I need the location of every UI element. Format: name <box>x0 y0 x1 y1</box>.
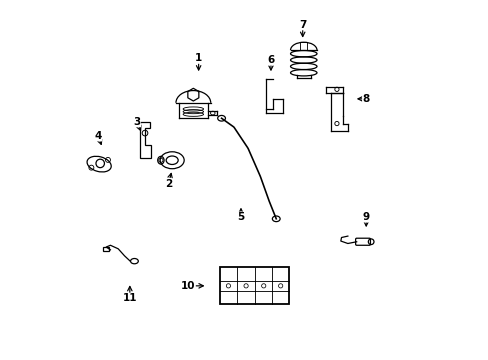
Text: 2: 2 <box>164 179 172 189</box>
Text: 5: 5 <box>237 212 244 222</box>
Bar <box>220 267 288 304</box>
Text: 7: 7 <box>299 20 306 30</box>
Text: 10: 10 <box>181 281 195 291</box>
Text: 1: 1 <box>195 53 202 63</box>
Text: 8: 8 <box>362 94 369 104</box>
Text: 11: 11 <box>122 293 137 303</box>
Text: 3: 3 <box>133 117 140 127</box>
Text: 9: 9 <box>362 212 369 222</box>
Text: 4: 4 <box>94 131 102 141</box>
Text: 6: 6 <box>267 55 274 65</box>
Bar <box>102 247 109 251</box>
